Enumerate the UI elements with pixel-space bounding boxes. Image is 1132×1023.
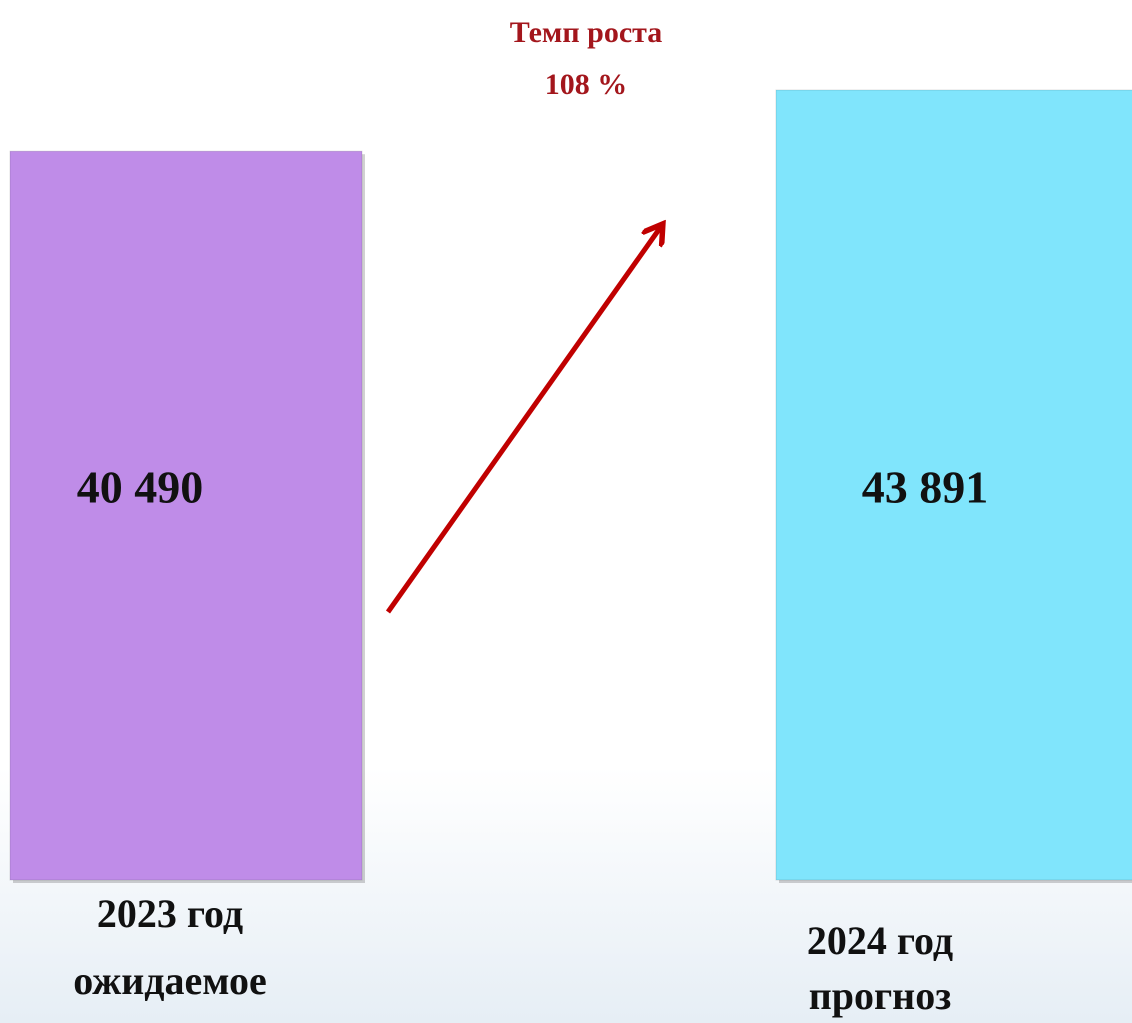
value-label: 40 490 xyxy=(77,462,204,513)
value-label: 43 891 xyxy=(862,462,989,513)
bar xyxy=(775,89,1132,881)
category-label: 2024 год xyxy=(807,918,953,963)
category-label: ожидаемое xyxy=(73,958,267,1003)
category-label: 2023 год xyxy=(97,891,243,936)
growth-arrow xyxy=(385,228,660,614)
category-label: прогноз xyxy=(809,973,952,1018)
annotation: 108 % xyxy=(545,68,628,101)
annotation: Темп роста xyxy=(510,16,663,49)
bar xyxy=(9,150,363,881)
